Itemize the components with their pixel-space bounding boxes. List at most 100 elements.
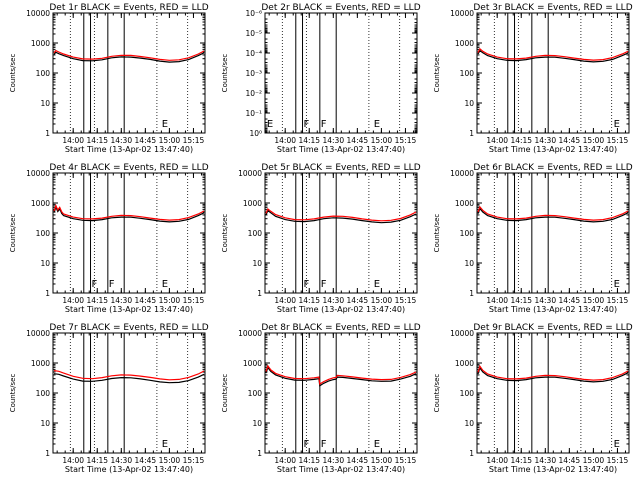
interval-marker: E (162, 279, 168, 290)
series-group (265, 364, 417, 387)
interval-marker: F (321, 439, 327, 450)
x-tick-label: 14:00 (62, 296, 84, 305)
y-tick-label: 100 (36, 69, 51, 78)
y-tick-label: 10⁰ (249, 129, 262, 138)
series-group (477, 364, 629, 383)
series-group (53, 203, 205, 223)
y-tick-label: 1000 (31, 199, 50, 208)
x-tick-label: 14:15 (510, 296, 532, 305)
x-tick-label: 15:00 (583, 456, 605, 465)
y-tick-label: 10 (464, 419, 474, 428)
x-tick-label: 14:30 (110, 136, 132, 145)
series-line-lld (477, 364, 629, 381)
x-tick-label: 15:15 (607, 296, 629, 305)
interval-marker: E (162, 439, 168, 450)
panel-det4r: 14:00 14:15 14:30 14:45 15:00 15:15 1 10 100 1000… (9, 163, 209, 314)
y-tick-label: 100 (248, 229, 263, 238)
series-line-lld (53, 49, 205, 61)
x-tick-label: 14:00 (274, 136, 296, 145)
x-axis-label: Start Time (13-Apr-02 13:47:40) (277, 305, 405, 314)
panel-det3r: 14:00 14:15 14:30 14:45 15:00 15:15 1 10 100 1000… (433, 3, 633, 154)
series-line-events (265, 366, 417, 387)
y-tick-label: 10 (40, 99, 50, 108)
x-tick-label: 15:00 (583, 136, 605, 145)
y-tick-label: 1 (45, 129, 50, 138)
y-tick-label: 10000 (450, 169, 474, 178)
panel-title: Det 5r BLACK = Events, RED = LLD (261, 163, 420, 173)
y-tick-label: 1000 (455, 199, 474, 208)
interval-marker: F (321, 119, 327, 130)
y-tick-label: 10 (252, 419, 262, 428)
y-tick-label: 10⁻⁴ (245, 49, 262, 58)
x-tick-label: 14:45 (135, 296, 157, 305)
x-tick-label: 14:00 (62, 456, 84, 465)
x-tick-label: 14:30 (322, 136, 344, 145)
y-tick-label: 10 (464, 99, 474, 108)
y-tick-label: 10 (40, 419, 50, 428)
y-tick-label: 1000 (455, 359, 474, 368)
x-tick-label: 14:15 (298, 296, 320, 305)
interval-marker: E (614, 439, 620, 450)
series-line-events (265, 209, 417, 224)
panel-det1r: 14:00 14:15 14:30 14:45 15:00 15:15 1 10 100 1000… (9, 3, 209, 154)
y-axis-label: Counts/sec (433, 54, 441, 93)
x-tick-label: 14:15 (86, 136, 108, 145)
y-axis-label: Counts/sec (9, 374, 17, 413)
x-tick-label: 15:00 (371, 456, 393, 465)
x-tick-label: 14:30 (110, 456, 132, 465)
x-tick-label: 14:15 (298, 456, 320, 465)
interval-marker: F (303, 439, 309, 450)
x-axis-label: Start Time (13-Apr-02 13:47:40) (65, 145, 193, 154)
panel-title: Det 4r BLACK = Events, RED = LLD (49, 163, 208, 173)
series-line-lld (477, 205, 629, 221)
x-tick-label: 14:30 (534, 296, 556, 305)
y-axis-label: Counts/sec (9, 214, 17, 253)
panel-title: Det 8r BLACK = Events, RED = LLD (261, 323, 420, 333)
x-tick-label: 14:00 (486, 456, 508, 465)
x-tick-label: 15:15 (395, 456, 417, 465)
x-tick-label: 14:45 (347, 136, 369, 145)
y-tick-label: 100 (460, 389, 475, 398)
interval-marker: E (374, 119, 380, 130)
x-tick-label: 15:00 (583, 296, 605, 305)
x-axis-label: Start Time (13-Apr-02 13:47:40) (489, 145, 617, 154)
interval-marker: E (162, 119, 168, 130)
series-group (53, 370, 205, 384)
y-tick-label: 1 (45, 449, 50, 458)
panel-title: Det 6r BLACK = Events, RED = LLD (473, 163, 632, 173)
series-line-events (53, 205, 205, 223)
y-tick-label: 1 (469, 289, 474, 298)
panel-title: Det 3r BLACK = Events, RED = LLD (473, 3, 632, 13)
x-tick-label: 15:00 (371, 296, 393, 305)
plot-frame (476, 332, 630, 454)
x-tick-label: 14:15 (86, 296, 108, 305)
x-tick-label: 15:00 (371, 136, 393, 145)
x-axis-label: Start Time (13-Apr-02 13:47:40) (65, 305, 193, 314)
panel-det7r: 14:00 14:15 14:30 14:45 15:00 15:15 1 10 100 1000… (9, 323, 209, 474)
x-tick-label: 14:30 (322, 456, 344, 465)
x-tick-label: 14:45 (135, 136, 157, 145)
interval-marker: F (109, 279, 115, 290)
x-tick-label: 14:45 (347, 296, 369, 305)
plot-frame (476, 12, 630, 134)
y-tick-label: 1000 (455, 39, 474, 48)
x-tick-label: 14:15 (86, 456, 108, 465)
x-tick-label: 15:15 (183, 456, 205, 465)
y-tick-label: 10000 (26, 329, 50, 338)
y-tick-label: 10000 (450, 9, 474, 18)
x-axis-label: Start Time (13-Apr-02 13:47:40) (65, 465, 193, 474)
y-axis-label: Counts/sec (433, 214, 441, 253)
x-axis-label: Start Time (13-Apr-02 13:47:40) (277, 145, 405, 154)
x-tick-label: 14:00 (486, 136, 508, 145)
series-line-lld (53, 370, 205, 381)
plot-frame (264, 12, 418, 134)
x-axis-label: Start Time (13-Apr-02 13:47:40) (489, 465, 617, 474)
x-axis-label: Start Time (13-Apr-02 13:47:40) (277, 465, 405, 474)
y-tick-label: 10⁻⁵ (245, 29, 262, 38)
y-tick-label: 10 (40, 259, 50, 268)
y-tick-label: 10000 (238, 329, 262, 338)
panel-det9r: 14:00 14:15 14:30 14:45 15:00 15:15 1 10 100 1000… (433, 323, 633, 474)
plot-frame (264, 332, 418, 454)
x-tick-label: 14:30 (534, 136, 556, 145)
x-tick-label: 14:00 (274, 296, 296, 305)
